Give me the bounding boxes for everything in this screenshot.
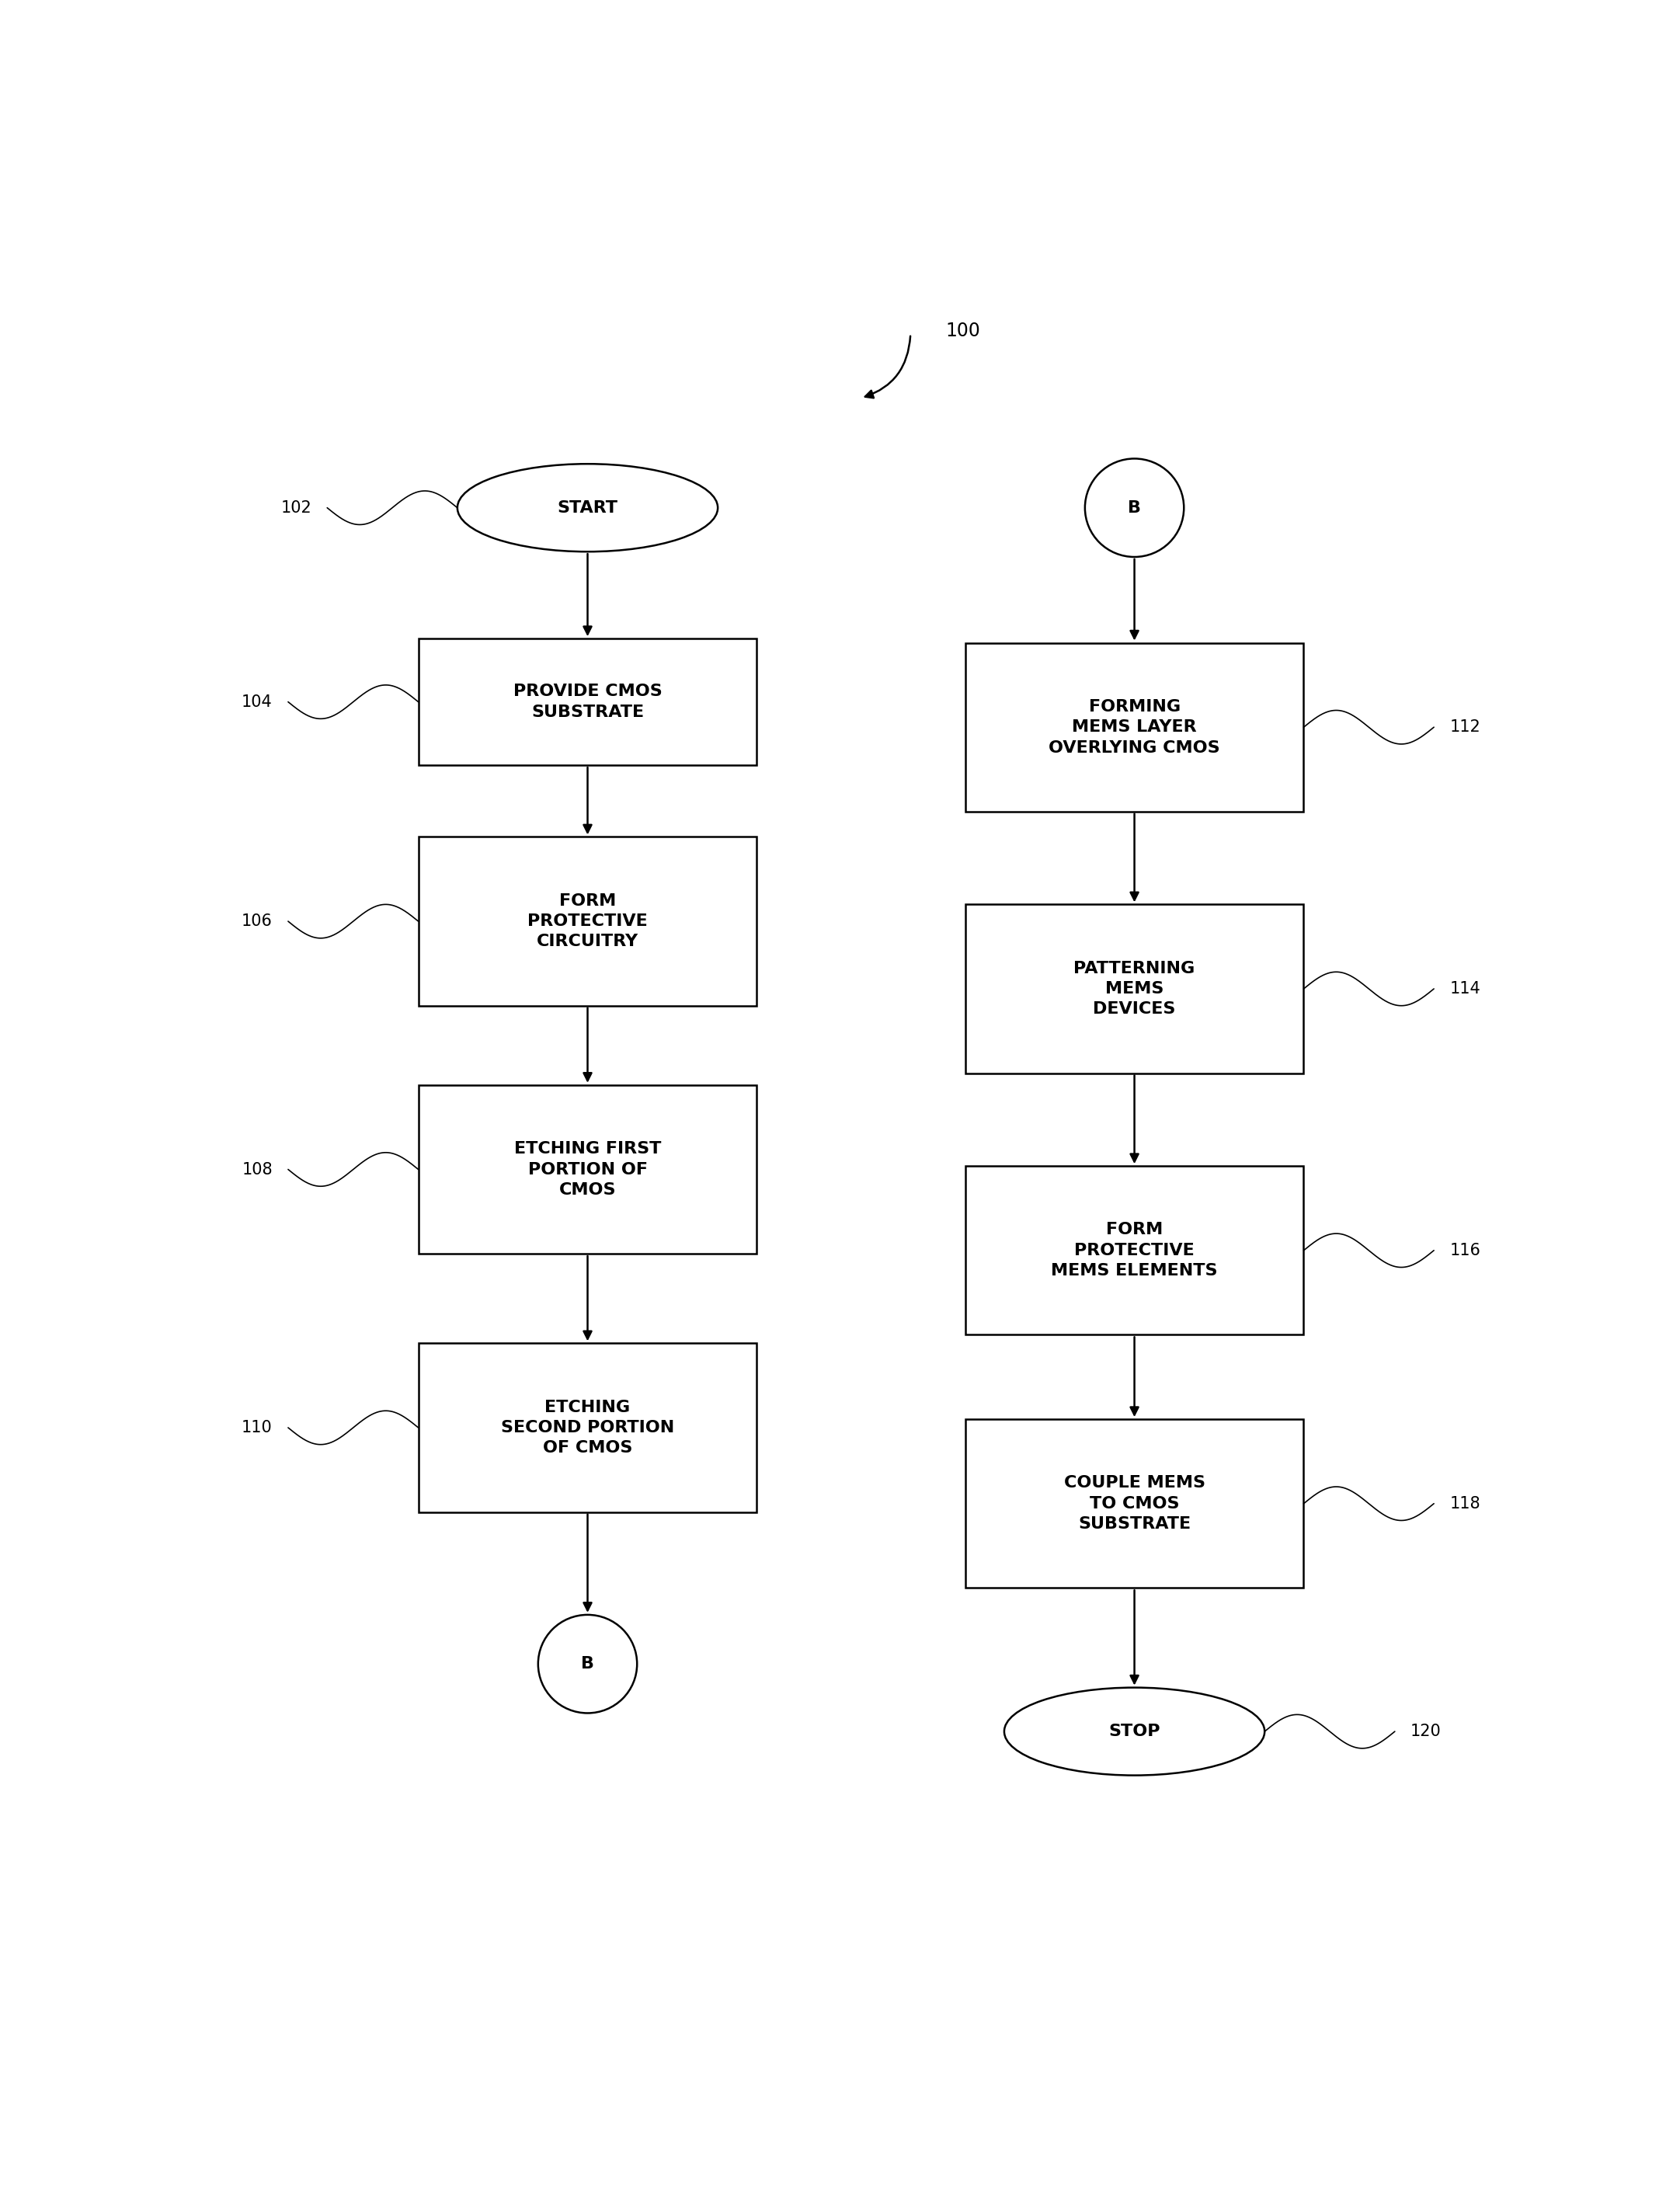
Text: 110: 110 <box>242 1420 272 1436</box>
Text: FORM
PROTECTIVE
MEMS ELEMENTS: FORM PROTECTIVE MEMS ELEMENTS <box>1052 1223 1218 1278</box>
Ellipse shape <box>457 465 717 552</box>
Text: FORMING
MEMS LAYER
OVERLYING CMOS: FORMING MEMS LAYER OVERLYING CMOS <box>1048 699 1220 756</box>
Text: 106: 106 <box>242 914 272 929</box>
FancyBboxPatch shape <box>964 642 1304 811</box>
Text: START: START <box>558 500 618 515</box>
Text: STOP: STOP <box>1109 1723 1161 1738</box>
Text: B: B <box>581 1657 595 1672</box>
Text: 102: 102 <box>281 500 311 515</box>
Ellipse shape <box>538 1616 637 1714</box>
FancyBboxPatch shape <box>418 837 756 1006</box>
Text: B: B <box>1127 500 1141 515</box>
Text: 120: 120 <box>1411 1723 1441 1738</box>
Text: PROVIDE CMOS
SUBSTRATE: PROVIDE CMOS SUBSTRATE <box>512 684 662 719</box>
Text: 118: 118 <box>1450 1495 1480 1510</box>
Text: 104: 104 <box>242 695 272 710</box>
Text: 114: 114 <box>1450 982 1480 997</box>
Text: 112: 112 <box>1450 719 1480 734</box>
FancyBboxPatch shape <box>418 638 756 765</box>
FancyBboxPatch shape <box>418 1344 756 1512</box>
Text: FORM
PROTECTIVE
CIRCUITRY: FORM PROTECTIVE CIRCUITRY <box>528 892 648 949</box>
FancyBboxPatch shape <box>418 1085 756 1254</box>
Text: COUPLE MEMS
TO CMOS
SUBSTRATE: COUPLE MEMS TO CMOS SUBSTRATE <box>1063 1475 1205 1532</box>
Ellipse shape <box>1085 458 1184 557</box>
Text: ETCHING
SECOND PORTION
OF CMOS: ETCHING SECOND PORTION OF CMOS <box>501 1398 674 1455</box>
Text: PATTERNING
MEMS
DEVICES: PATTERNING MEMS DEVICES <box>1074 960 1194 1017</box>
Ellipse shape <box>1005 1688 1265 1776</box>
Text: 100: 100 <box>946 322 981 340</box>
FancyBboxPatch shape <box>964 905 1304 1074</box>
Text: ETCHING FIRST
PORTION OF
CMOS: ETCHING FIRST PORTION OF CMOS <box>514 1142 662 1197</box>
Text: 108: 108 <box>242 1162 272 1177</box>
FancyBboxPatch shape <box>964 1166 1304 1335</box>
Text: 116: 116 <box>1450 1243 1480 1258</box>
FancyBboxPatch shape <box>964 1418 1304 1587</box>
